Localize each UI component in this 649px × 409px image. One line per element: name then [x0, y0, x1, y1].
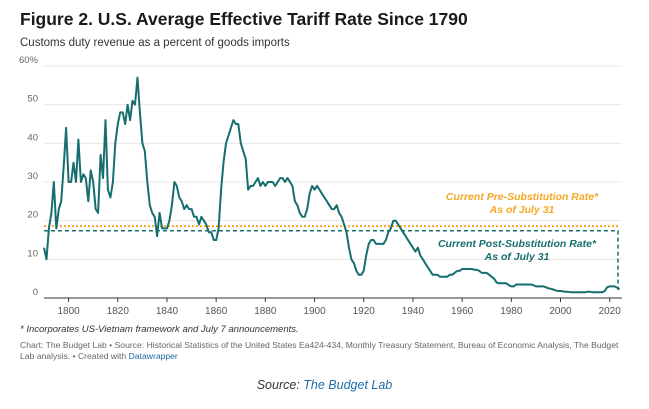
x-tick-label: 2020	[599, 306, 622, 317]
pre-rate-date: As of July 31	[489, 204, 555, 216]
x-tick-label: 1840	[156, 306, 179, 317]
credit-text: Chart: The Budget Lab • Source: Historic…	[20, 340, 619, 361]
x-tick-label: 1920	[353, 306, 376, 317]
x-axis: 1800 1820 1840 1860 1880 1900 1920 1940 1960 1980…	[57, 298, 621, 317]
tariff-rate-line	[43, 76, 621, 294]
chart-subtitle: Customs duty revenue as a percent of goo…	[20, 37, 290, 49]
reference-labels: Current Pre-Substitution Rate*As of July…	[438, 191, 599, 263]
post-rate-label: Current Post-Substitution Rate*	[438, 238, 597, 250]
y-tick-label: 10	[27, 248, 38, 259]
series	[43, 76, 621, 294]
y-tick-label: 40	[27, 132, 38, 143]
x-tick-label: 1800	[57, 306, 80, 317]
y-tick-label: 0	[33, 287, 38, 298]
datawrapper-link[interactable]: Datawrapper	[128, 351, 178, 361]
x-tick-label: 2000	[549, 306, 572, 317]
grid-lines	[44, 65, 622, 299]
y-axis: 0 10 20 30 40 50 60%	[19, 55, 39, 298]
chart-credit: Chart: The Budget Lab • Source: Historic…	[20, 340, 632, 362]
x-tick-label: 1960	[451, 306, 474, 317]
x-tick-label: 1900	[303, 306, 326, 317]
post-rate-date: As of July 31	[484, 251, 550, 263]
source-prefix: Source:	[256, 378, 300, 392]
x-tick-label: 1980	[500, 306, 523, 317]
source-link[interactable]: The Budget Lab	[303, 378, 393, 392]
y-tick-label: 50	[27, 94, 38, 105]
y-tick-label: 60%	[19, 55, 39, 66]
chart-title: Figure 2. U.S. Average Effective Tariff …	[20, 9, 468, 29]
x-tick-label: 1940	[402, 306, 425, 317]
x-tick-label: 1880	[254, 306, 277, 317]
y-tick-label: 20	[27, 210, 38, 221]
x-tick-label: 1820	[107, 306, 130, 317]
footnote: * Incorporates US-Vietnam framework and …	[20, 324, 299, 335]
y-tick-label: 30	[27, 171, 38, 182]
x-tick-label: 1860	[205, 306, 228, 317]
source-line: Source: The Budget Lab	[0, 378, 649, 392]
pre-rate-label: Current Pre-Substitution Rate*	[446, 191, 599, 203]
